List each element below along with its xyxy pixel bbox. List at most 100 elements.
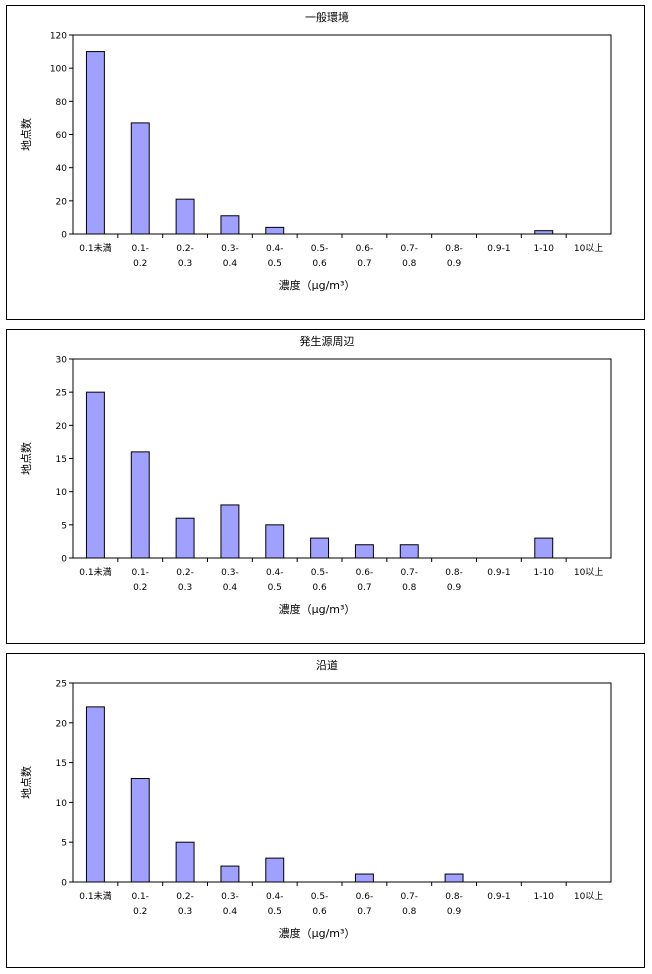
x-tick-label: 0.1未満 <box>79 566 111 578</box>
x-tick-label: 0.1未満 <box>79 242 111 254</box>
y-tick-label: 120 <box>50 32 67 42</box>
x-tick-label: 10以上 <box>574 243 603 254</box>
x-tick-label: 0.4- <box>266 892 284 902</box>
y-tick-label: 15 <box>56 759 67 769</box>
x-tick-label: 0.2- <box>176 892 194 902</box>
bar <box>265 524 285 559</box>
x-tick-label: 0.8 <box>402 259 417 269</box>
bar <box>220 865 240 883</box>
bar <box>130 778 150 883</box>
y-axis-label: 地点数 <box>20 118 33 151</box>
chart-2: 発生源周辺 0 5 10 15 20 25 30 0.1未満 0.1- 0.2 0.2- 0.3 0.3-… <box>20 334 612 616</box>
x-tick-label: 0.6- <box>356 244 374 254</box>
x-tick-label: 0.7 <box>357 259 371 269</box>
x-tick-label: 0.3 <box>178 583 192 593</box>
chart-title: 沿道 <box>316 658 338 672</box>
x-tick-label: 0.5- <box>311 244 329 254</box>
bar <box>220 215 240 235</box>
x-tick-label: 0.1- <box>131 892 149 902</box>
bar <box>175 198 195 235</box>
chart-1: 一般環境 0 20 40 60 80 100 120 0.1未満 0.1- 0.2 0.2- 0.3 0.… <box>20 10 612 292</box>
x-tick-label: 0.9 <box>447 907 462 917</box>
x-tick-label: 0.7- <box>400 892 418 902</box>
chart-panel-1: 一般環境 0 20 40 60 80 100 120 0.1未満 0.1- 0.2 0.2- 0.3 0.… <box>6 5 645 320</box>
y-axis-label: 地点数 <box>20 442 33 475</box>
x-tick-label: 0.8- <box>445 892 463 902</box>
x-tick-label: 0.7- <box>400 568 418 578</box>
bar <box>175 517 195 559</box>
x-tick-label: 0.9 <box>447 259 462 269</box>
bar <box>265 226 285 235</box>
y-tick-label: 25 <box>56 389 67 399</box>
x-tick-label: 0.5- <box>311 892 329 902</box>
y-tick-label: 5 <box>61 839 67 849</box>
y-tick-label: 10 <box>56 488 68 498</box>
x-tick-label: 1-10 <box>534 892 555 902</box>
bar <box>130 451 150 559</box>
x-tick-label: 0.3 <box>178 907 192 917</box>
bar <box>534 230 554 235</box>
x-tick-label: 0.4 <box>223 259 238 269</box>
x-tick-label: 0.1- <box>131 244 149 254</box>
y-tick-label: 40 <box>56 164 68 174</box>
bar <box>130 122 150 235</box>
plot-area <box>72 358 612 559</box>
x-tick-label: 0.5 <box>268 907 282 917</box>
x-tick-label: 0.5 <box>268 259 282 269</box>
x-tick-label: 1-10 <box>534 244 555 254</box>
x-tick-label: 0.2- <box>176 568 194 578</box>
chart-title: 一般環境 <box>305 10 349 24</box>
chart-panel-2: 発生源周辺 0 5 10 15 20 25 30 0.1未満 0.1- 0.2 0.2- 0.3 0.3-… <box>6 329 645 644</box>
x-tick-label: 0.2 <box>133 583 147 593</box>
chart-3: 沿道 0 5 10 15 20 25 0.1未満 0.1- 0.2 0.2- 0.3 0.3- 0.4 0.… <box>20 658 612 940</box>
x-tick-label: 0.2 <box>133 907 147 917</box>
bar <box>399 544 419 559</box>
y-tick-label: 25 <box>56 680 67 690</box>
x-tick-label: 0.9-1 <box>487 244 510 254</box>
x-tick-label: 0.9-1 <box>487 568 510 578</box>
plot-area <box>72 682 612 883</box>
x-tick-label: 0.7 <box>357 583 371 593</box>
y-tick-label: 30 <box>56 356 68 366</box>
x-tick-label: 0.2 <box>133 259 147 269</box>
x-tick-label: 0.8 <box>402 907 417 917</box>
x-tick-label: 0.9 <box>447 583 462 593</box>
y-tick-label: 10 <box>56 799 68 809</box>
y-tick-label: 100 <box>50 65 67 75</box>
y-tick-label: 15 <box>56 455 67 465</box>
bar <box>354 544 374 559</box>
bar <box>534 537 554 559</box>
x-tick-label: 0.3- <box>221 244 239 254</box>
x-tick-label: 0.6 <box>312 259 327 269</box>
x-tick-label: 0.8 <box>402 583 417 593</box>
bar <box>85 706 105 883</box>
x-tick-label: 0.5 <box>268 583 282 593</box>
x-tick-label: 0.8- <box>445 568 463 578</box>
x-tick-label: 0.1- <box>131 568 149 578</box>
x-tick-label: 0.7- <box>400 244 418 254</box>
x-tick-label: 0.3- <box>221 568 239 578</box>
bar <box>175 841 195 883</box>
plot-area <box>72 34 612 235</box>
bar <box>310 537 330 559</box>
y-tick-label: 20 <box>56 197 68 207</box>
x-tick-label: 0.4 <box>223 583 238 593</box>
bar <box>220 504 240 559</box>
x-tick-label: 0.6- <box>356 892 374 902</box>
x-tick-label: 0.6- <box>356 568 374 578</box>
chart-title: 発生源周辺 <box>300 334 355 348</box>
x-axis-label: 濃度（μg/m³） <box>279 602 356 616</box>
x-tick-label: 0.2- <box>176 244 194 254</box>
y-axis-label: 地点数 <box>20 766 33 799</box>
x-tick-label: 0.3- <box>221 892 239 902</box>
bar <box>85 51 105 235</box>
bar <box>354 873 374 883</box>
bar <box>444 873 464 883</box>
x-tick-label: 0.3 <box>178 259 192 269</box>
x-tick-label: 1-10 <box>534 568 555 578</box>
y-tick-label: 20 <box>56 719 68 729</box>
y-tick-label: 5 <box>61 521 67 531</box>
bar <box>265 857 285 883</box>
x-tick-label: 10以上 <box>574 891 603 902</box>
x-tick-label: 0.6 <box>312 907 327 917</box>
